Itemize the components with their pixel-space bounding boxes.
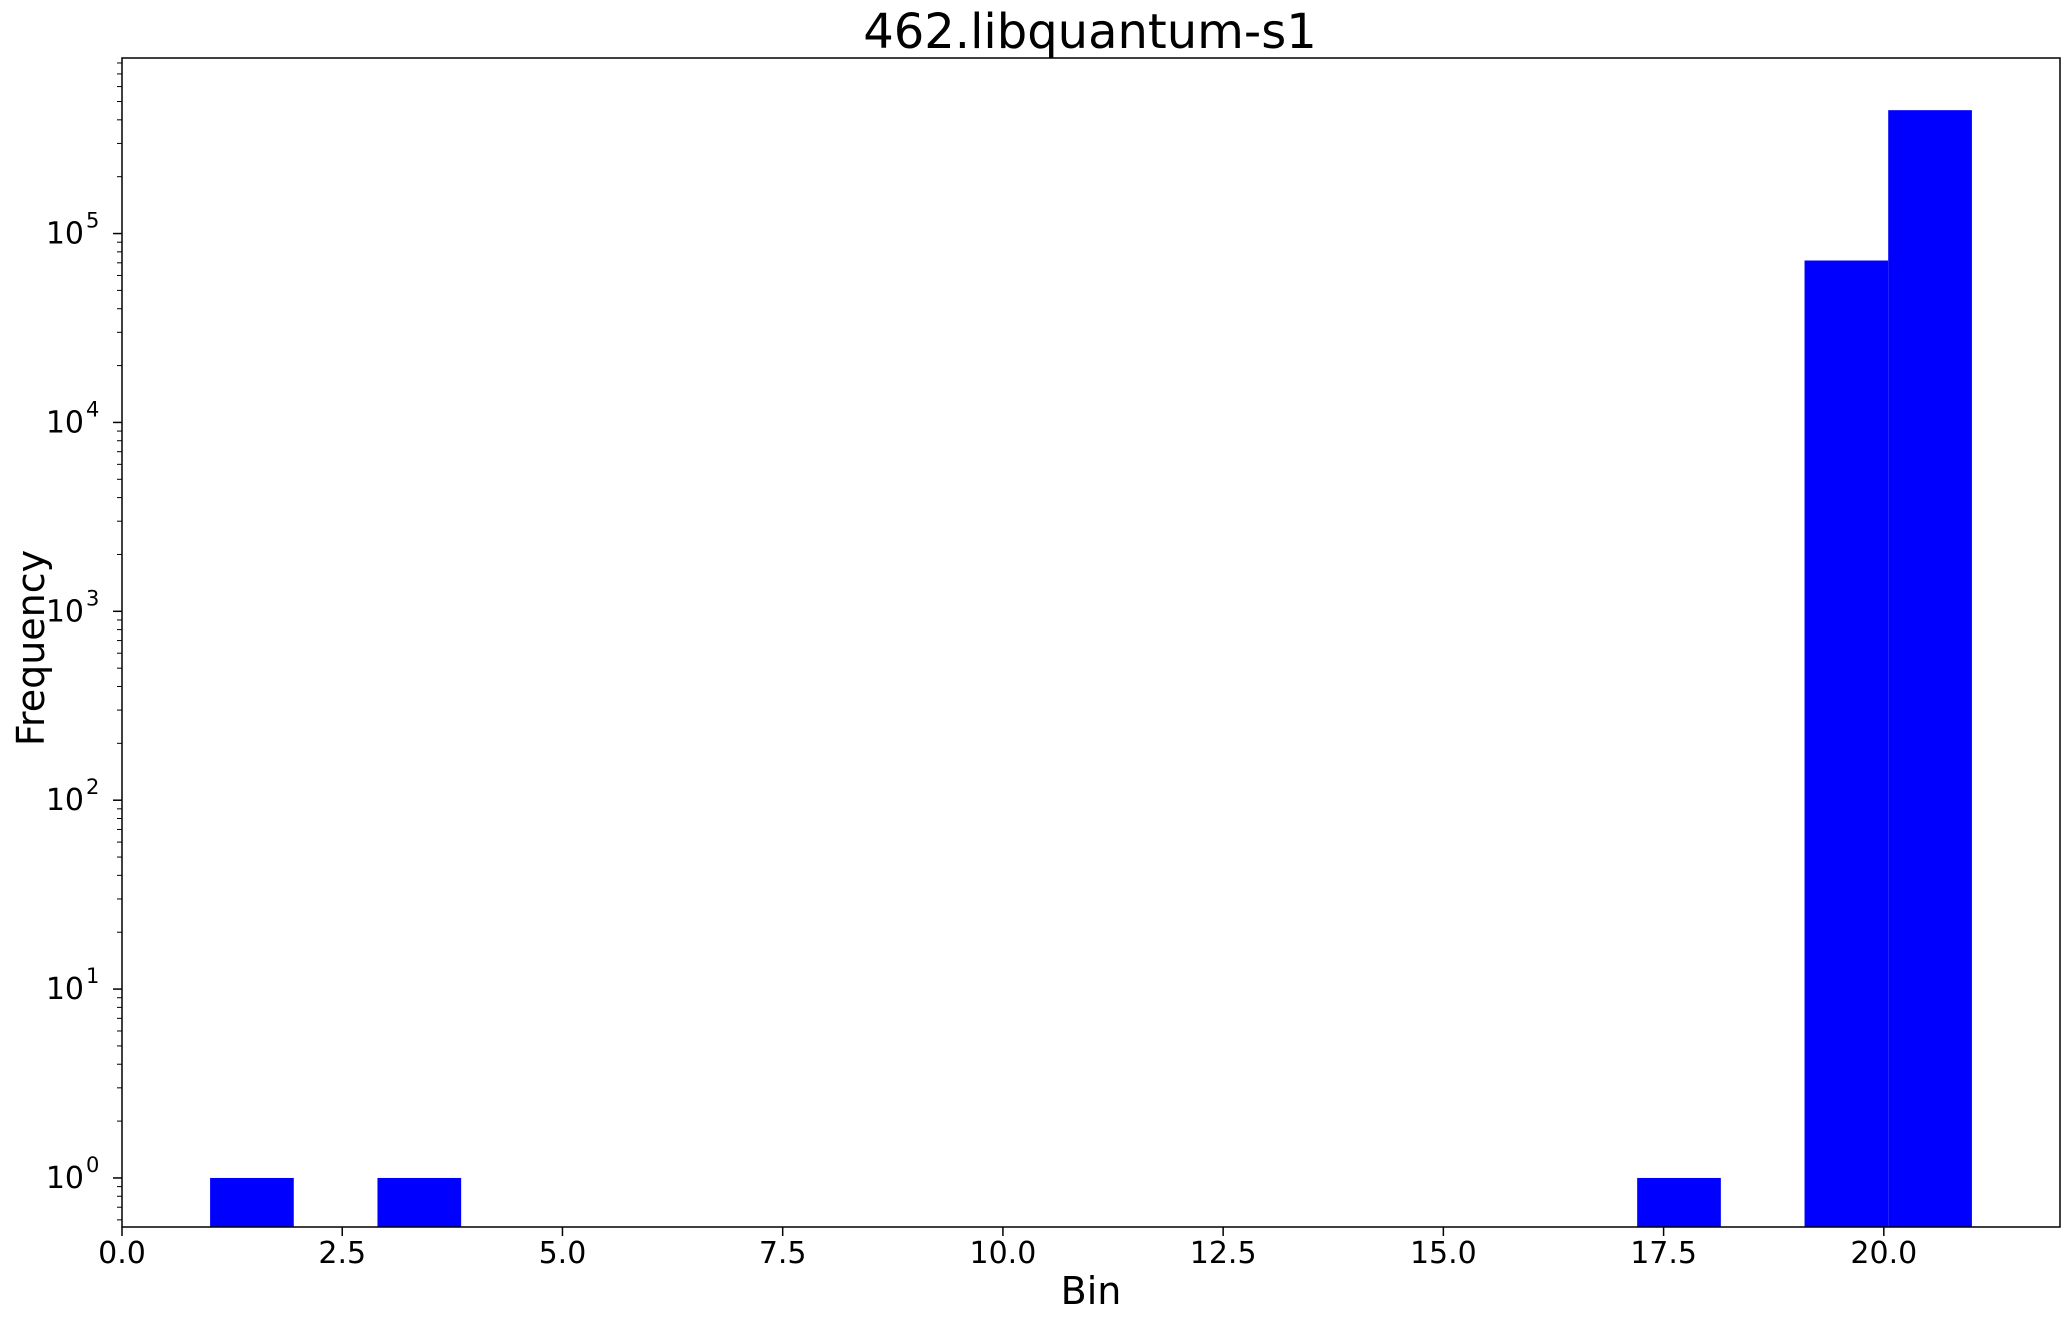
y-axis-label: Frequency	[9, 550, 53, 746]
y-minor-ticks	[117, 62, 122, 1221]
x-tick-label: 5.0	[539, 1236, 587, 1271]
y-tick-label: 10	[46, 972, 84, 1007]
chart-title: 462.libquantum-s1	[863, 4, 1317, 60]
y-tick-label: 10	[46, 405, 84, 440]
y-tick-label: 10	[46, 1161, 84, 1196]
histogram-bar-1	[377, 1177, 462, 1227]
y-tick-exponent: 4	[86, 397, 99, 421]
histogram-bar-4	[1888, 110, 1972, 1227]
y-tick-exponent: 3	[86, 586, 99, 610]
x-tick-label: 17.5	[1630, 1236, 1697, 1271]
x-tick-label: 15.0	[1410, 1236, 1477, 1271]
x-tick-label: 10.0	[970, 1236, 1037, 1271]
x-axis-ticks: 0.0 2.5 5.0 7.5 10.0 12.5 15.0 17.5 20.0	[98, 1227, 1917, 1271]
x-axis-label: Bin	[1061, 1269, 1122, 1313]
x-tick-label: 2.5	[318, 1236, 366, 1271]
histogram-bar-2	[1637, 1177, 1721, 1227]
y-tick-exponent: 5	[86, 209, 99, 233]
y-tick-label: 10	[46, 217, 84, 252]
histogram-bar-0	[210, 1177, 294, 1227]
y-tick-label: 10	[46, 783, 84, 818]
y-tick-exponent: 0	[86, 1153, 99, 1177]
x-tick-label: 7.5	[759, 1236, 807, 1271]
y-tick-exponent: 2	[86, 775, 99, 799]
bars-group	[210, 110, 1972, 1228]
x-tick-label: 12.5	[1190, 1236, 1257, 1271]
histogram-bar-3	[1804, 260, 1889, 1228]
y-tick-exponent: 1	[86, 964, 99, 988]
plot-frame	[121, 57, 2061, 1228]
y-tick-label: 10	[46, 594, 84, 629]
x-tick-label: 0.0	[98, 1236, 146, 1271]
x-tick-label: 20.0	[1850, 1236, 1917, 1271]
